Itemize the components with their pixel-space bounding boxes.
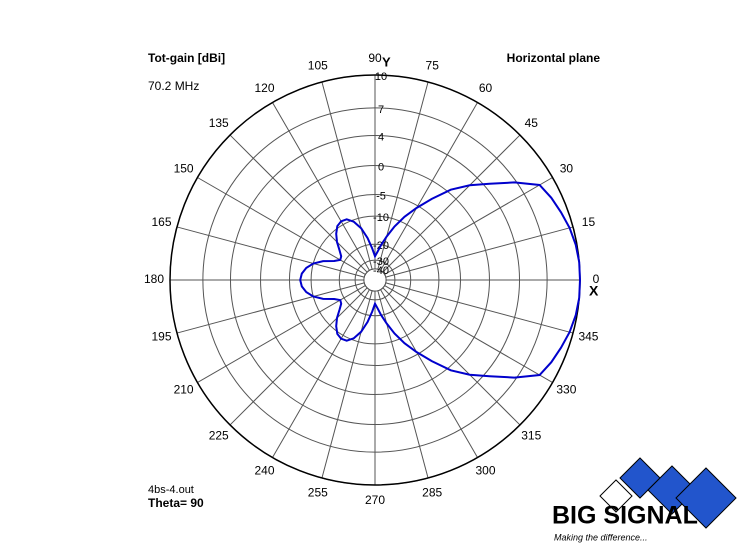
angle-label: 195 (152, 329, 172, 343)
plane-label: Horizontal plane (507, 51, 601, 65)
y-axis-label: Y (382, 54, 391, 69)
angle-label: 345 (578, 329, 598, 343)
grid-spoke (197, 285, 366, 383)
x-axis-label: X (589, 283, 599, 299)
angle-label: 315 (521, 428, 541, 442)
angle-label: 210 (174, 383, 194, 397)
angle-label: 75 (426, 59, 440, 73)
grid-spoke (384, 285, 553, 383)
angle-label: 150 (174, 162, 194, 176)
logo-diamond (599, 479, 633, 513)
pattern-line (299, 181, 582, 379)
grid-spoke (321, 290, 373, 479)
theta-label: Theta= 90 (148, 496, 204, 510)
r-tick-label: -10 (373, 212, 389, 224)
logo-tagline: Making the difference... (554, 532, 648, 542)
angle-label: 285 (422, 486, 442, 500)
grid-spoke (382, 287, 521, 426)
grid-spoke (380, 102, 478, 271)
r-tick-label: 0 (378, 161, 384, 173)
grid-spoke (380, 289, 478, 458)
grid-spoke (385, 226, 574, 278)
angle-label: 270 (365, 493, 385, 507)
grid-spoke (384, 177, 553, 275)
grid-spoke (321, 81, 373, 270)
grid-spoke (176, 282, 365, 334)
angle-label: 60 (479, 81, 493, 95)
angle-label: 120 (254, 81, 274, 95)
angle-label: 30 (560, 162, 574, 176)
grid-spoke (229, 287, 368, 426)
grid-spoke (272, 102, 370, 271)
r-tick-label: -5 (376, 190, 386, 202)
angle-label: 300 (475, 464, 495, 478)
r-tick-label: 4 (378, 131, 384, 143)
logo: BIG SIGNAL Making the difference... (552, 457, 737, 542)
r-tick-label: 10 (375, 71, 387, 83)
r-tick-label: 7 (378, 104, 384, 116)
angle-label: 225 (209, 428, 229, 442)
grid-spoke (229, 134, 368, 273)
logo-diamond (675, 467, 737, 529)
grid-spoke (272, 289, 370, 458)
angle-label: 90 (368, 51, 382, 65)
r-tick-label: -30 (373, 256, 389, 268)
grid-spoke (176, 226, 365, 278)
grid-spoke (382, 134, 521, 273)
angle-label: 105 (308, 59, 328, 73)
angle-label: 15 (582, 215, 596, 229)
angle-label: 180 (144, 272, 164, 286)
angle-label: 240 (254, 464, 274, 478)
subtitle: 70.2 MHz (148, 79, 199, 93)
grid-spoke (385, 282, 574, 334)
angle-label: 135 (209, 116, 229, 130)
angle-label: 45 (525, 116, 539, 130)
r-tick-label: -40 (373, 265, 389, 277)
angle-label: 255 (308, 486, 328, 500)
grid-spoke (197, 177, 366, 275)
chart-title: Tot-gain [dBi] (148, 51, 225, 65)
logo-name: BIG SIGNAL (552, 502, 698, 530)
file-label: 4bs-4.out (148, 484, 194, 496)
angle-label: 330 (556, 383, 576, 397)
angle-label: 0 (593, 272, 600, 286)
angle-label: 165 (152, 215, 172, 229)
